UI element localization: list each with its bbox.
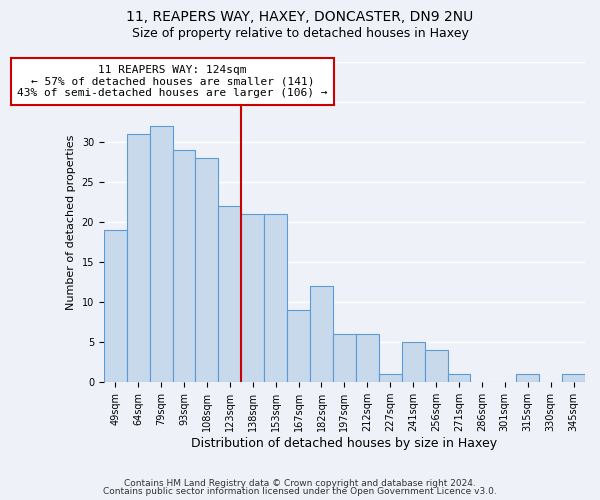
Text: Size of property relative to detached houses in Haxey: Size of property relative to detached ho… [131,28,469,40]
Bar [562,374,585,382]
Bar [516,374,539,382]
Bar [401,342,425,382]
Text: 11 REAPERS WAY: 124sqm
← 57% of detached houses are smaller (141)
43% of semi-de: 11 REAPERS WAY: 124sqm ← 57% of detached… [17,65,328,98]
Bar [104,230,127,382]
Bar [264,214,287,382]
Bar [287,310,310,382]
X-axis label: Distribution of detached houses by size in Haxey: Distribution of detached houses by size … [191,437,497,450]
Text: 11, REAPERS WAY, HAXEY, DONCASTER, DN9 2NU: 11, REAPERS WAY, HAXEY, DONCASTER, DN9 2… [127,10,473,24]
Bar [218,206,241,382]
Bar [149,126,173,382]
Y-axis label: Number of detached properties: Number of detached properties [66,134,76,310]
Bar [127,134,149,382]
Bar [333,334,356,382]
Bar [196,158,218,382]
Bar [379,374,401,382]
Text: Contains HM Land Registry data © Crown copyright and database right 2024.: Contains HM Land Registry data © Crown c… [124,478,476,488]
Bar [448,374,470,382]
Bar [241,214,264,382]
Text: Contains public sector information licensed under the Open Government Licence v3: Contains public sector information licen… [103,487,497,496]
Bar [425,350,448,382]
Bar [356,334,379,382]
Bar [173,150,196,382]
Bar [310,286,333,382]
